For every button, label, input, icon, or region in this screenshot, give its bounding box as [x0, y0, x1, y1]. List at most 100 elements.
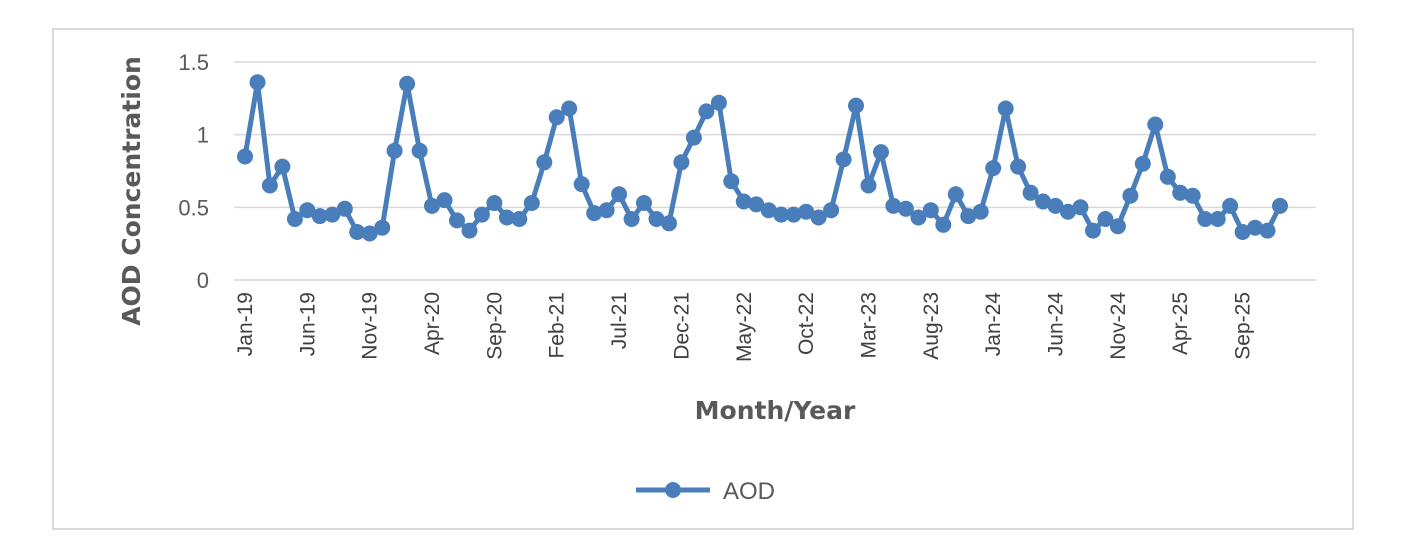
data-point — [947, 186, 964, 203]
y-tick-label: 1.5 — [178, 50, 209, 75]
data-point — [573, 176, 590, 193]
data-point — [1197, 211, 1214, 227]
data-point — [735, 193, 752, 210]
y-tick-label: 0.5 — [178, 195, 209, 220]
data-point — [673, 154, 690, 171]
data-point — [1272, 197, 1288, 214]
data-point — [773, 206, 790, 223]
data-point — [848, 97, 864, 114]
x-tick-label: Jun-19 — [296, 292, 319, 356]
data-point — [411, 142, 428, 159]
y-axis-title: AOD Concentration — [117, 56, 146, 326]
data-point — [760, 202, 777, 219]
data-point — [1097, 211, 1114, 227]
data-point — [1047, 197, 1064, 214]
data-point — [598, 202, 615, 219]
data-point — [1134, 155, 1151, 172]
data-point — [324, 206, 341, 223]
chart-frame: 0 0.5 1 1.5 Jan-19 Jun-19 Nov-19 Apr-20 Sep-20 F… — [52, 28, 1354, 530]
data-point — [823, 202, 840, 219]
data-point — [473, 206, 490, 223]
data-point — [249, 74, 266, 91]
gridlines — [234, 61, 1316, 281]
data-point — [1247, 219, 1264, 236]
data-point — [910, 209, 927, 226]
data-point — [1060, 203, 1076, 220]
data-point — [1222, 197, 1239, 214]
series-aod — [237, 74, 1288, 242]
x-tick-label: Apr-25 — [1169, 292, 1192, 355]
x-tick-label: Jan-24 — [982, 292, 1005, 357]
data-point — [1109, 218, 1126, 235]
data-point — [548, 109, 565, 126]
data-point — [972, 203, 989, 220]
data-point — [1035, 193, 1052, 210]
data-point — [399, 75, 416, 92]
data-point — [1209, 211, 1226, 227]
data-point — [361, 225, 378, 242]
data-point — [960, 208, 977, 225]
x-axis-ticks: Jan-19 Jun-19 Nov-19 Apr-20 Sep-20 Feb-21 Jul-… — [234, 292, 1255, 362]
data-point — [885, 197, 902, 214]
data-point — [386, 142, 403, 159]
data-point — [1259, 222, 1276, 239]
data-point — [1234, 224, 1251, 240]
data-point — [461, 222, 478, 239]
legend-point-marker — [665, 482, 681, 498]
x-tick-label: Dec-21 — [670, 292, 693, 360]
data-point — [536, 154, 553, 171]
data-point — [498, 209, 515, 226]
x-tick-label: May-22 — [733, 292, 756, 362]
y-axis-ticks: 0 0.5 1 1.5 — [178, 50, 209, 293]
data-point — [873, 144, 889, 161]
data-point — [299, 202, 316, 219]
data-point — [636, 195, 652, 211]
data-point — [349, 224, 366, 240]
data-point — [785, 206, 802, 223]
x-axis-title: Month/Year — [695, 396, 856, 425]
data-point — [561, 100, 578, 117]
data-point — [1159, 168, 1176, 185]
data-point — [935, 216, 952, 233]
data-point — [1010, 158, 1027, 175]
data-point — [897, 200, 914, 217]
data-point — [261, 177, 278, 194]
x-tick-label: Jan-19 — [234, 292, 257, 356]
data-point — [748, 196, 765, 213]
data-point — [511, 211, 528, 227]
data-point — [661, 215, 677, 232]
data-point — [286, 211, 303, 227]
x-tick-label: Jul-21 — [608, 292, 631, 349]
y-tick-label: 0 — [197, 268, 209, 293]
data-point — [710, 94, 727, 111]
x-tick-label: Nov-24 — [1107, 292, 1130, 360]
x-tick-label: Jun-24 — [1045, 292, 1068, 357]
data-point — [486, 195, 503, 211]
x-tick-label: Feb-21 — [546, 292, 569, 359]
data-point — [1122, 187, 1139, 204]
aod-line-chart: 0 0.5 1 1.5 Jan-19 Jun-19 Nov-19 Apr-20 Sep-20 F… — [117, 50, 1316, 505]
data-point — [685, 129, 702, 146]
legend-label-aod: AOD — [723, 478, 775, 505]
data-point — [436, 192, 453, 209]
x-tick-label: Sep-20 — [483, 292, 506, 360]
y-tick-label: 1 — [197, 123, 209, 148]
data-point — [798, 203, 815, 220]
data-point — [237, 148, 253, 165]
data-point — [1184, 187, 1201, 204]
data-point — [860, 177, 877, 194]
data-point — [611, 186, 628, 203]
legend: AOD — [636, 478, 775, 505]
x-tick-label: Sep-25 — [1232, 292, 1255, 360]
data-point — [1172, 184, 1189, 201]
data-point — [586, 205, 603, 222]
data-point — [1147, 116, 1164, 133]
data-point — [922, 202, 939, 219]
data-point — [274, 158, 291, 175]
data-point — [1085, 222, 1101, 239]
data-point — [374, 219, 391, 236]
data-point — [424, 197, 440, 214]
data-point — [997, 100, 1014, 117]
data-point — [835, 151, 852, 168]
data-point — [449, 212, 465, 229]
